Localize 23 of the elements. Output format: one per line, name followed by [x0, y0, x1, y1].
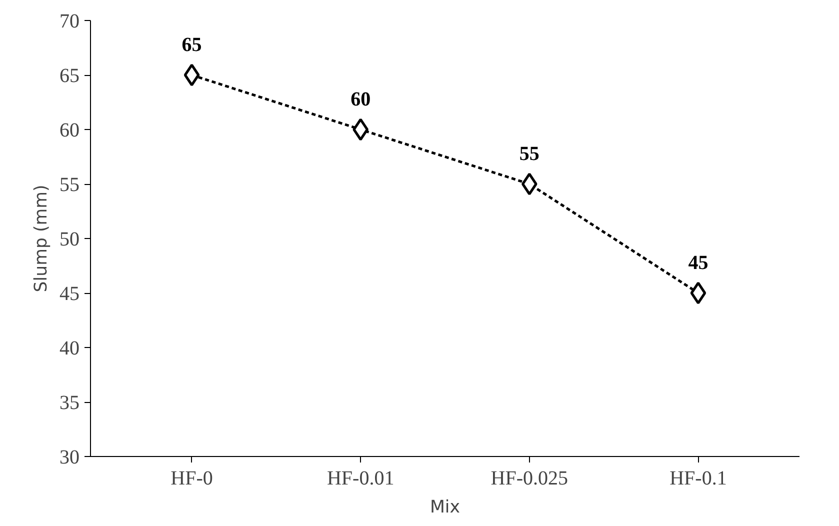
y-tick-label: 45 [60, 283, 80, 305]
data-label: 45 [688, 252, 708, 274]
y-tick-label: 40 [60, 338, 80, 360]
x-tick-label: HF-0.01 [326, 468, 394, 490]
y-tick-label: 60 [60, 120, 80, 142]
point [352, 118, 369, 141]
y-axis-title: Slump (mm) [32, 184, 52, 292]
point [521, 172, 538, 196]
y-tick-label: 35 [60, 392, 80, 414]
y-tick-label: 70 [60, 10, 80, 32]
x-axis-title: Mix [430, 498, 460, 518]
x-tick-label: HF-0.1 [670, 468, 727, 490]
x-tick-label: HF-0.025 [490, 468, 568, 490]
point [690, 282, 706, 304]
data-label: 65 [182, 34, 202, 56]
point [184, 64, 200, 86]
data-label: 55 [519, 143, 540, 165]
y-tick-label: 30 [60, 446, 80, 468]
y-tick-label: 65 [60, 65, 80, 87]
y-tick-label: 50 [60, 228, 80, 250]
x-tick-label: HF-0 [170, 468, 213, 490]
data-label: 60 [350, 88, 371, 110]
y-tick-label: 55 [60, 174, 80, 196]
